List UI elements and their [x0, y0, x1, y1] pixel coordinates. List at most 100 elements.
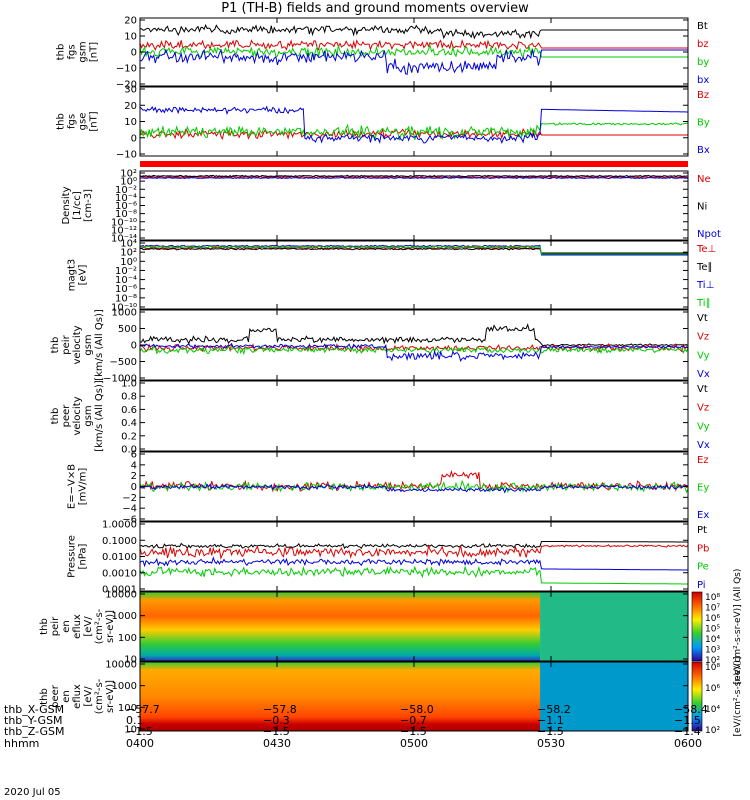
trace-By: [139, 122, 689, 142]
y-axis-label: thb: [39, 618, 50, 635]
y-tick-label: 10⁴: [120, 239, 137, 250]
y-tick-label: 10: [124, 117, 137, 128]
colorbar-tick-label: 10²: [705, 726, 720, 736]
y-tick-label: −10: [116, 150, 137, 161]
y-tick-label: 20: [124, 101, 137, 112]
legend-Ti∥: Ti∥: [696, 298, 711, 309]
legend-Pe: Pe: [697, 562, 709, 573]
legend-Ne: Ne: [697, 174, 711, 185]
legend-Ti⊥: Ti⊥: [696, 280, 714, 291]
y-tick-label: 20: [124, 16, 137, 27]
y-axis-label: [mV/m]: [78, 468, 89, 506]
y-axis-label: [km/s (All Qs)]: [94, 309, 105, 381]
y-axis-label: [nPa]: [78, 543, 89, 569]
y-axis-label: (cm²-s-: [94, 608, 105, 644]
legend-by: by: [697, 57, 709, 68]
y-axis-label: [eV/: [83, 616, 94, 637]
y-tick-label: 10⁻⁶: [115, 284, 137, 295]
legend-Pb: Pb: [697, 543, 709, 554]
y-tick-label: 4: [131, 460, 137, 471]
trace-Pi: [139, 556, 688, 571]
y-tick-label: 1.0: [121, 379, 137, 390]
panel-frame: [139, 240, 689, 310]
trace-Vx: [139, 342, 689, 362]
legend-Te⊥: Te⊥: [696, 244, 716, 255]
y-tick-label: 10²: [120, 248, 137, 259]
colorbar-tick-label: 10⁸: [705, 663, 720, 673]
y-tick-label: 10⁻²: [115, 185, 137, 196]
y-tick-label: −500: [110, 357, 137, 368]
y-tick-label: 10⁻¹⁰: [111, 303, 137, 314]
y-tick-label: 10⁻¹²: [111, 225, 137, 236]
y-axis-label: fgs: [67, 44, 78, 59]
legend-Pi: Pi: [697, 580, 706, 591]
y-axis-label: E=−V×B: [67, 464, 78, 509]
colorbar-label: [eV/(cm²-s-sr-eV)]: [733, 656, 743, 736]
footer-value: 0430: [263, 736, 291, 750]
plot-title: P1 (TH-B) fields and ground moments over…: [221, 1, 529, 16]
y-tick-label: −6: [122, 515, 137, 526]
footer-value: 0600: [674, 736, 702, 750]
y-tick-label: 1.0000: [102, 520, 137, 531]
footer-value: −1.1: [537, 714, 564, 728]
y-tick-label: 10: [124, 725, 137, 736]
footer-value: −58.0: [400, 703, 434, 716]
y-tick-label: 1000: [112, 611, 137, 622]
legend-By: By: [697, 118, 710, 129]
y-axis-label: (cm²-s-: [94, 678, 105, 714]
y-tick-label: 0: [131, 48, 137, 59]
colorbar-tick-label: 10⁵: [705, 625, 720, 635]
y-tick-label: 10: [124, 32, 137, 43]
y-tick-label: 0: [131, 341, 137, 352]
footer-value: −0.7: [400, 714, 427, 728]
legend-Ni: Ni: [697, 202, 707, 213]
colorbar-tick-label: 10⁸: [705, 593, 720, 603]
legend-Vy: Vy: [697, 350, 710, 361]
y-axis-label: eflux: [72, 684, 83, 709]
y-axis-label: gsm: [83, 334, 94, 355]
y-tick-label: 6: [131, 450, 137, 461]
footer-row-label: thb_Y-GSM: [4, 714, 63, 728]
y-tick-label: 10⁻⁶: [115, 201, 137, 212]
y-axis-label: peir: [61, 334, 72, 354]
colorbar-label: [eV/(cm²-s-sr-eV)] (All Qs): [733, 569, 743, 685]
y-axis-label: velocity: [72, 325, 83, 364]
y-tick-label: 10⁻¹⁴: [111, 234, 137, 245]
y-tick-label: −1000: [103, 374, 137, 385]
trace-Bz: [139, 127, 688, 141]
legend-Vx: Vx: [697, 369, 710, 380]
footer-value: −58.4: [674, 703, 708, 716]
y-axis-label: thb: [50, 408, 61, 425]
trace-Ti∥: [139, 245, 688, 255]
legend-Ex: Ex: [697, 510, 709, 521]
y-tick-label: 100: [118, 633, 137, 644]
footer-row-label: hhmm: [4, 736, 40, 750]
legend-Vt: Vt: [697, 313, 708, 324]
y-axis-label: [eV]: [78, 265, 89, 286]
y-tick-label: 100: [118, 703, 137, 714]
footer-value: −1.5: [400, 725, 427, 739]
y-tick-label: 0: [131, 133, 137, 144]
y-axis-label: [1/cc]: [72, 191, 83, 220]
trace-Te∥: [139, 247, 688, 254]
trace-Ex: [139, 483, 689, 494]
y-tick-label: 500: [118, 324, 137, 335]
footer-value: 0400: [126, 736, 154, 750]
trace-Pt: [139, 541, 688, 550]
y-axis-label: peir: [50, 616, 61, 636]
footer-value: −1.5: [537, 725, 564, 739]
legend-Ey: Ey: [697, 483, 709, 494]
y-tick-label: 10⁻²: [115, 266, 137, 277]
y-tick-label: 10⁻⁸: [115, 293, 137, 304]
y-axis-label: en: [61, 620, 72, 633]
y-axis-label: gsm: [78, 41, 89, 62]
y-tick-label: 10⁻¹⁰: [111, 217, 137, 228]
y-tick-label: −10: [116, 64, 137, 75]
footer-value: 0.1: [126, 714, 144, 728]
footer-value: −1.5: [126, 725, 153, 739]
y-axis-label: peer: [61, 404, 72, 428]
footer-value: −0.3: [263, 714, 290, 728]
y-axis-label: gsm: [83, 405, 94, 426]
footer-value: −57.7: [126, 703, 160, 716]
